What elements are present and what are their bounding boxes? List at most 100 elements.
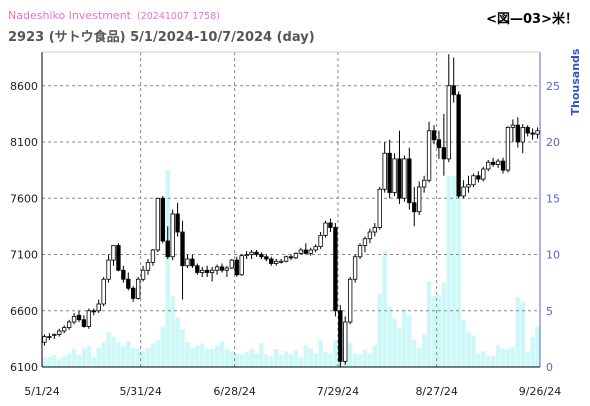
- candle-body: [224, 267, 230, 271]
- volume-bar: [111, 336, 116, 367]
- candle-body: [219, 266, 225, 271]
- candle-body: [421, 179, 427, 188]
- candle-body: [525, 126, 530, 134]
- candle-body: [476, 175, 481, 180]
- candle-body: [81, 319, 87, 327]
- volume-bar: [81, 347, 87, 367]
- candle-body: [66, 321, 72, 329]
- volume-bar: [357, 354, 363, 367]
- candle: [200, 266, 205, 277]
- volume-bar: [160, 326, 166, 367]
- candle: [205, 265, 210, 277]
- candle: [62, 325, 67, 334]
- volume-bar: [91, 356, 96, 367]
- candle-body: [135, 278, 141, 299]
- candle-body: [293, 252, 299, 259]
- candle-body: [308, 249, 313, 254]
- volume-bar: [436, 295, 442, 367]
- candle: [244, 251, 249, 259]
- volume-bar: [165, 170, 170, 367]
- candle: [274, 259, 279, 266]
- candle-body: [288, 256, 294, 259]
- candle-body: [126, 278, 131, 289]
- volume-bar: [500, 349, 506, 367]
- candle: [313, 244, 318, 253]
- candle-body: [47, 336, 52, 339]
- volume-bar: [269, 355, 274, 367]
- volume-bar: [352, 353, 358, 367]
- candle-body: [86, 310, 92, 327]
- x-tick-label: 5/1/24: [24, 385, 59, 398]
- candle-body: [382, 152, 387, 190]
- candle-body: [111, 245, 116, 261]
- candle: [318, 232, 323, 249]
- volume-bar: [372, 345, 378, 367]
- candle: [510, 119, 516, 142]
- candle-body: [278, 260, 284, 263]
- candle: [436, 130, 442, 159]
- candle: [214, 264, 220, 275]
- candle: [283, 255, 289, 263]
- candle: [476, 171, 481, 183]
- candle-body: [269, 258, 274, 264]
- candle-body: [451, 85, 456, 96]
- volume-bar: [126, 341, 131, 367]
- candle: [382, 142, 387, 193]
- candle: [461, 180, 466, 199]
- candle-body: [441, 147, 447, 160]
- candle-body: [372, 227, 377, 233]
- volume-bar: [392, 318, 397, 367]
- volume-bar: [42, 358, 47, 367]
- candle: [234, 256, 239, 277]
- volume-bar: [367, 353, 373, 367]
- candle: [323, 220, 328, 238]
- volume-bar: [382, 251, 387, 367]
- candle: [481, 166, 486, 182]
- volume-bar: [150, 343, 156, 367]
- candle-body: [495, 160, 501, 165]
- candle: [377, 187, 382, 230]
- candle-body: [195, 265, 200, 273]
- candle-body: [412, 202, 417, 213]
- candle: [490, 157, 496, 167]
- candle-body: [461, 186, 466, 197]
- candle: [456, 91, 461, 199]
- candle: [170, 209, 175, 261]
- candle-body: [209, 269, 215, 273]
- candle: [530, 128, 535, 140]
- candle-body: [352, 256, 358, 280]
- candle: [249, 250, 254, 259]
- candle-body: [57, 330, 62, 335]
- volume-bar: [116, 342, 121, 367]
- volume-bar: [195, 345, 200, 367]
- volume-bar: [121, 345, 126, 367]
- volume-bar: [145, 347, 151, 367]
- candle-body: [229, 259, 235, 269]
- candle-body: [283, 256, 289, 262]
- volume-bar: [76, 354, 82, 367]
- volume-bar: [515, 297, 521, 367]
- candle-body: [328, 222, 333, 228]
- candle: [352, 254, 358, 283]
- volume-bar: [96, 347, 101, 367]
- candle: [293, 252, 299, 259]
- candle-body: [42, 336, 47, 343]
- candle: [520, 124, 525, 154]
- candle: [42, 334, 47, 346]
- volume-bar: [431, 296, 437, 367]
- volume-bar: [254, 353, 259, 367]
- axes: 6100 6600 7100 7600 8100 8600 0 5 10 15 20 25 5/1/24…: [10, 48, 582, 398]
- candle-body: [145, 261, 151, 271]
- volume-bar: [298, 356, 304, 367]
- candle: [209, 266, 215, 282]
- candle-body: [259, 254, 264, 258]
- candle: [367, 228, 373, 244]
- volume-bar: [486, 355, 491, 367]
- candle-body: [254, 251, 259, 255]
- candle-body: [239, 255, 244, 276]
- candle-body: [303, 249, 308, 254]
- volume-bar: [57, 359, 62, 367]
- candle-body: [185, 258, 190, 267]
- candle-body: [121, 269, 126, 280]
- candle: [431, 125, 437, 145]
